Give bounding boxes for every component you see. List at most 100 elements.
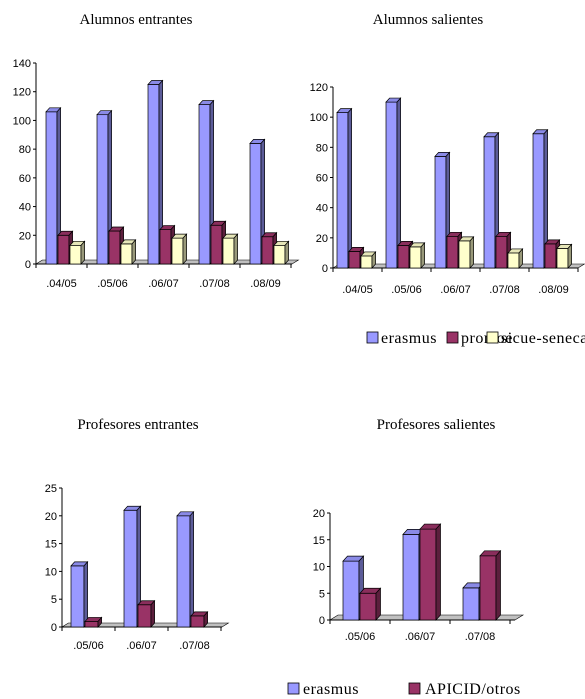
x-tick-label: .06/07 [405,631,436,643]
y-tick-label: 0 [319,615,325,627]
legend-bottom-label-apicid: APICID/otros [425,681,521,698]
x-tick-label: .06/07 [440,284,471,296]
bar-sicue-seneca-1 [360,255,373,269]
y-tick-label: 0 [51,622,57,634]
bar-apicid-otros-3 [190,615,205,628]
bar-apicid-otros-2 [419,528,437,621]
bar-erasmus-4 [483,136,496,269]
y-tick-label: 15 [313,535,325,547]
bar-erasmus-2 [123,509,138,628]
bar-erasmus-1 [70,565,85,628]
bar-erasmus-5 [532,133,545,269]
chart-title: Alumnos entrantes [80,12,193,28]
bar-erasmus-1 [45,111,58,265]
bar-apicid-otros-1 [359,592,377,621]
bar-side-face [284,240,289,265]
y-tick-label: 20 [316,233,328,245]
chart-2: Alumnos salientes 0 20 40 60 80 100 120 .04/05 .0… [310,12,585,296]
y-tick-label: 140 [13,58,31,70]
bar-side-face [375,587,381,621]
legend-bottom-swatch-apicid [408,682,421,695]
bar-promoe-1 [348,251,361,269]
chart-3: Profesores entrantes 0 5 10 15 20 25 .05/06 .06/… [45,417,230,652]
bar-apicid-otros-3 [479,555,497,621]
bar-erasmus-2 [385,101,398,269]
bar-erasmus-2 [96,114,109,265]
bar-side-face [420,241,425,269]
bar-promoe-4 [495,235,508,269]
bar-promoe-2 [108,230,121,265]
legend-bottom-swatch-erasmus [287,682,300,695]
bar-side-face [435,523,441,621]
x-tick-label: .05/06 [97,278,128,290]
bar-erasmus-3 [147,84,160,265]
bar-sicue-seneca-1 [69,244,82,265]
x-tick-label: .05/06 [391,284,422,296]
x-tick-label: .07/08 [199,278,230,290]
y-tick-label: 80 [316,142,328,154]
x-tick-label: .05/06 [345,631,376,643]
y-tick-label: 15 [45,539,57,551]
bar-side-face [189,510,194,628]
y-tick-label: 5 [51,594,57,606]
bar-side-face [97,616,102,628]
y-tick-label: 120 [310,82,328,94]
bar-promoe-3 [446,235,459,269]
bar-sicue-seneca-2 [409,246,422,269]
bar-erasmus-5 [249,143,262,265]
legend-top-label-erasmus: erasmus [381,330,437,347]
bar-side-face [347,107,352,269]
bar-side-face [182,233,187,265]
legend-top-label-sicue-seneca: sicue-seneca [501,330,585,347]
y-tick-label: 40 [19,202,31,214]
y-tick-label: 80 [19,144,31,156]
y-tick-label: 20 [19,230,31,242]
legend-top-swatch-sicue-seneca [486,331,499,344]
bar-apicid-otros-1 [84,621,99,628]
x-tick-label: .07/08 [465,631,496,643]
bar-sicue-seneca-3 [171,237,184,265]
bar-side-face [567,243,572,269]
bar-sicue-seneca-5 [556,248,569,269]
x-tick-label: .06/07 [148,278,179,290]
bar-promoe-5 [544,243,557,269]
x-tick-label: .05/06 [73,640,104,652]
charts-group: Alumnos entrantes 0 20 40 60 80 100 120 140 .04/0… [13,12,585,652]
y-tick-label: 20 [313,508,325,520]
x-tick-label: .08/09 [538,284,569,296]
bar-side-face [150,599,155,628]
bar-apicid-otros-2 [137,604,152,628]
y-tick-label: 20 [45,511,57,523]
bar-erasmus-2 [402,534,420,621]
bar-sicue-seneca-4 [222,237,235,265]
bar-erasmus-4 [198,104,211,265]
y-tick-label: 5 [319,588,325,600]
bar-erasmus-3 [462,587,480,621]
bar-erasmus-3 [434,156,447,269]
legend-bottom: erasmus APICID/otros [287,681,521,698]
y-tick-label: 25 [45,483,57,495]
bar-side-face [518,248,523,269]
bar-erasmus-1 [342,560,360,621]
chart-title: Profesores salientes [377,417,496,433]
bar-side-face [233,233,238,265]
x-tick-label: .07/08 [179,640,210,652]
x-tick-label: .04/05 [342,284,373,296]
legend-top-swatch-promoe [446,331,459,344]
bar-promoe-1 [57,234,70,265]
y-tick-label: 100 [13,115,31,127]
bar-sicue-seneca-5 [273,244,286,265]
bar-sicue-seneca-2 [120,243,133,265]
chart-title: Profesores entrantes [77,417,198,433]
y-tick-label: 100 [310,112,328,124]
bar-promoe-4 [210,224,223,265]
bar-side-face [203,610,208,628]
bar-side-face [396,97,401,269]
bar-promoe-3 [159,229,172,265]
chart-4: Profesores salientes 0 5 10 15 20 .05/06 .06/07… [313,417,525,643]
bar-promoe-2 [397,245,410,269]
y-tick-label: 60 [19,173,31,185]
y-tick-label: 60 [316,173,328,185]
x-tick-label: .04/05 [46,278,77,290]
